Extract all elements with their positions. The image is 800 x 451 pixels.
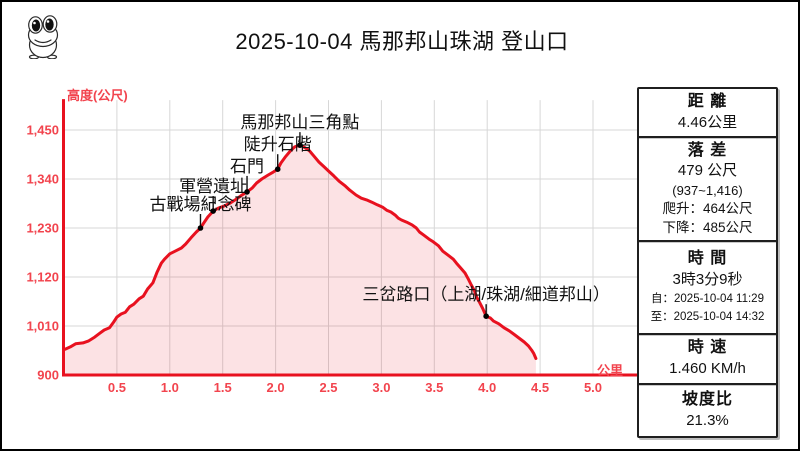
- x-axis-title: 公里: [597, 363, 624, 378]
- stat-heading: 距 離: [687, 93, 728, 111]
- stat-section-0: 距 離 4.46公里: [639, 89, 776, 136]
- y-tick-label: 1,230: [26, 221, 59, 236]
- annotation-dot: [197, 225, 204, 231]
- x-tick-label: 1.5: [214, 380, 232, 395]
- annotation-label: 馬那邦山三角點: [240, 113, 359, 132]
- stat-section-2: 時 間 3時3分9秒自：2025-10-04 11:29 至：2025-10-04 …: [639, 240, 776, 333]
- x-tick-label: 4.0: [478, 380, 496, 395]
- frog-mascot-icon: [27, 15, 59, 59]
- stats-panel: 距 離 4.46公里落 差 479 公尺 (937~1,416) 爬升：464公尺 下降：…: [637, 87, 778, 438]
- y-axis-title: 高度(公尺): [67, 88, 128, 103]
- x-tick-label: 3.0: [372, 380, 390, 395]
- y-tick-label: 1,450: [26, 123, 59, 138]
- stat-line: 21.3%: [686, 411, 729, 429]
- annotation-label: 軍營遺址: [179, 177, 247, 196]
- stat-section-1: 落 差 479 公尺 (937~1,416) 爬升：464公尺 下降：485公尺: [639, 136, 776, 240]
- stat-heading: 時 間: [687, 249, 728, 267]
- page-title: 2025-10-04 馬那邦山珠湖 登山口: [235, 29, 569, 54]
- annotation-label: 石門: [230, 157, 264, 176]
- stat-section-4: 坡度比 21.3%: [639, 382, 776, 436]
- y-tick-label: 1,120: [26, 270, 59, 285]
- annotation-dot: [210, 208, 216, 214]
- elevation-area: [65, 145, 536, 375]
- annotation-dot: [297, 142, 303, 148]
- stat-line: 自：2025-10-04 11:29: [651, 292, 764, 305]
- x-tick-label: 5.0: [584, 380, 602, 395]
- annotation-dot: [244, 189, 250, 195]
- stat-line: 1.460 KM/h: [669, 360, 746, 378]
- y-tick-label: 1,010: [26, 319, 59, 334]
- stat-line: (937~1,416): [672, 182, 743, 198]
- stat-line: 爬升：464公尺: [662, 201, 753, 217]
- annotation-label: 三岔路口（上湖/珠湖/細道邦山）: [362, 285, 609, 304]
- elevation-line: [63, 143, 538, 360]
- stat-section-3: 時 速 1.460 KM/h: [639, 333, 776, 382]
- y-tick-label: 1,340: [26, 172, 59, 187]
- x-tick-label: 2.0: [267, 380, 285, 395]
- x-tick-label: 3.5: [425, 380, 443, 395]
- annotation-dot: [274, 166, 281, 172]
- stat-heading: 時 速: [687, 339, 728, 357]
- stat-line: 下降：485公尺: [662, 220, 753, 236]
- annotation-dot: [483, 313, 489, 320]
- annotation-label: 古戰場紀念碑: [149, 194, 251, 214]
- x-tick-label: 4.5: [531, 380, 549, 395]
- x-tick-label: 0.5: [108, 380, 126, 395]
- x-tick-label: 1.0: [161, 380, 179, 395]
- stat-line: 至：2025-10-04 14:32: [650, 311, 765, 324]
- annotation-label: 陡升石階: [244, 135, 312, 154]
- stat-line: 4.46公里: [677, 113, 738, 131]
- x-tick-label: 2.5: [319, 380, 337, 395]
- stat-line: 479 公尺: [677, 162, 738, 180]
- y-tick-label: 900: [37, 368, 59, 383]
- stat-heading: 坡度比: [681, 390, 733, 408]
- stat-heading: 落 差: [687, 141, 728, 159]
- stat-line: 3時3分9秒: [672, 270, 743, 288]
